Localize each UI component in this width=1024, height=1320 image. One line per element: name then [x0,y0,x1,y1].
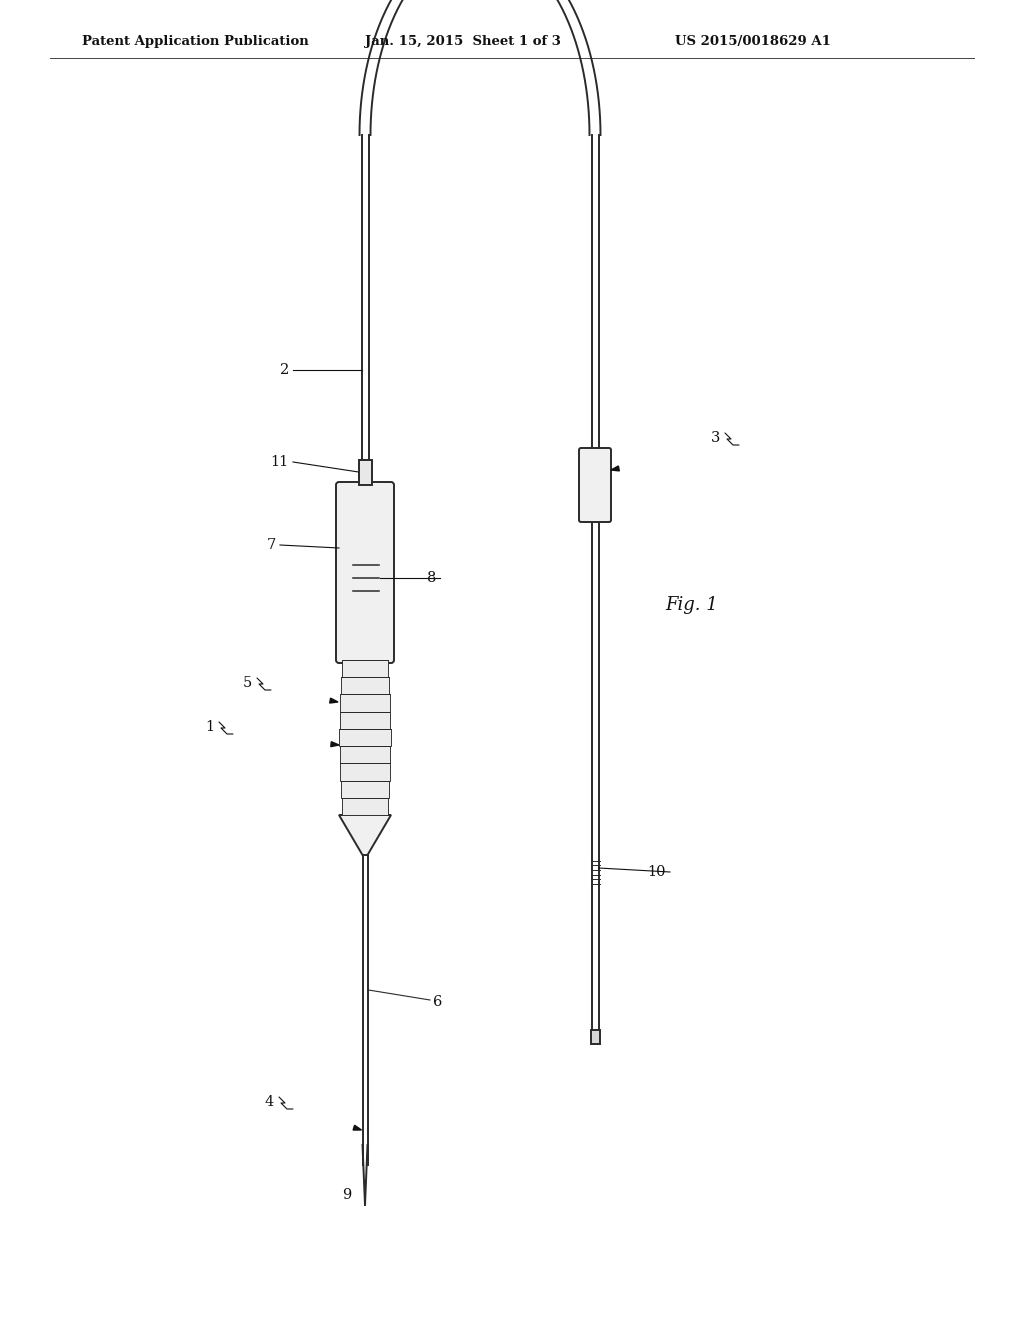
Text: 2: 2 [280,363,289,378]
Text: 10: 10 [647,865,666,879]
Text: 6: 6 [433,995,442,1008]
Text: Jan. 15, 2015  Sheet 1 of 3: Jan. 15, 2015 Sheet 1 of 3 [365,36,561,48]
Text: Fig. 1: Fig. 1 [665,597,718,614]
Polygon shape [342,797,388,814]
Polygon shape [330,698,338,704]
Polygon shape [340,694,389,711]
Polygon shape [340,711,390,729]
Polygon shape [591,1030,599,1044]
Polygon shape [342,660,388,677]
Polygon shape [340,746,390,763]
Text: 9: 9 [342,1188,351,1203]
Text: 11: 11 [270,455,289,469]
Text: US 2015/0018629 A1: US 2015/0018629 A1 [675,36,830,48]
Text: 4: 4 [265,1096,274,1109]
Polygon shape [611,466,620,471]
Polygon shape [331,742,339,747]
Text: 8: 8 [427,572,436,585]
FancyBboxPatch shape [336,482,394,663]
FancyBboxPatch shape [579,447,611,521]
Text: Patent Application Publication: Patent Application Publication [82,36,309,48]
Text: 7: 7 [266,539,276,552]
Polygon shape [339,729,391,746]
Polygon shape [341,780,389,797]
Text: 3: 3 [711,432,720,445]
Polygon shape [340,763,389,780]
Polygon shape [341,677,389,694]
Bar [358,459,372,484]
Text: 1: 1 [205,719,214,734]
Polygon shape [353,1125,361,1130]
Polygon shape [339,814,391,855]
Text: 5: 5 [243,676,252,690]
